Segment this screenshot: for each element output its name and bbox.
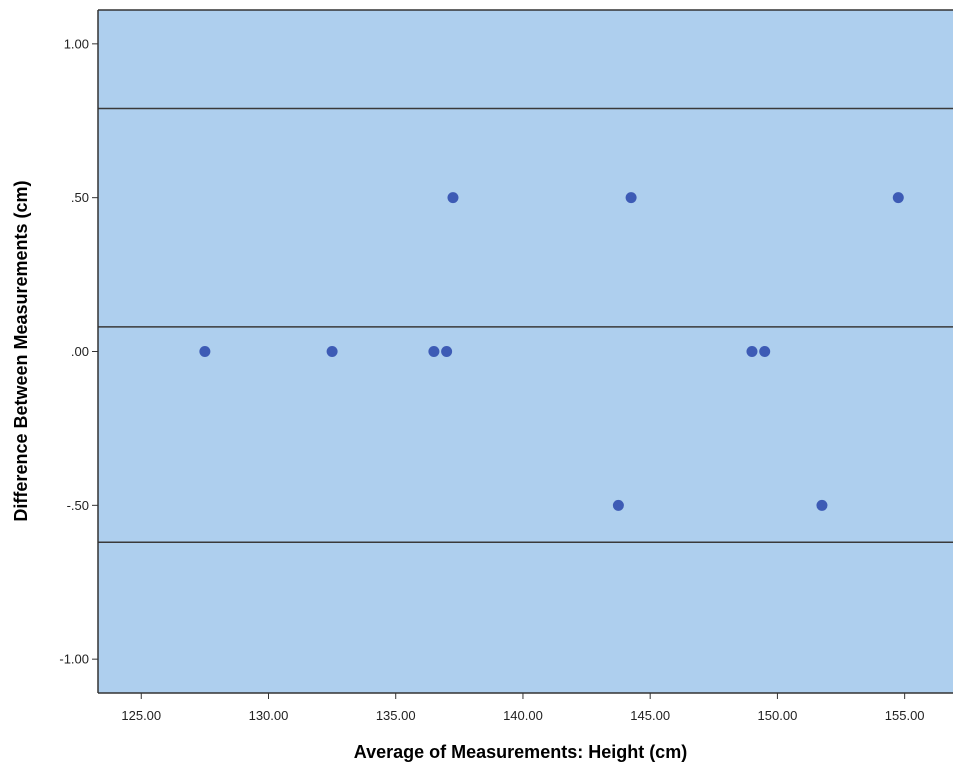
y-tick-label: .00 xyxy=(71,344,89,359)
x-tick-label: 135.00 xyxy=(376,708,416,723)
x-tick-label: 130.00 xyxy=(249,708,289,723)
data-point-9 xyxy=(816,499,828,511)
data-point-4 xyxy=(447,192,459,204)
x-tick-label: 125.00 xyxy=(121,708,161,723)
y-tick-label: -.50 xyxy=(67,498,89,513)
y-tick-label: -1.00 xyxy=(59,652,89,667)
x-tick-label: 145.00 xyxy=(630,708,670,723)
data-point-3 xyxy=(441,346,453,357)
x-axis-title: Average of Measurements: Height (cm) xyxy=(354,742,687,762)
data-point-5 xyxy=(612,499,624,511)
y-tick-label: .50 xyxy=(71,190,89,205)
x-tick-label: 155.00 xyxy=(885,708,925,723)
data-point-7 xyxy=(746,346,758,357)
plot-area xyxy=(98,10,953,693)
data-point-1 xyxy=(326,346,338,357)
x-tick-label: 140.00 xyxy=(503,708,543,723)
x-axis-ticks: 125.00 130.00 135.00 140.00 145.00 150.00 155.… xyxy=(121,693,925,723)
x-tick-label: 150.00 xyxy=(758,708,798,723)
data-point-6 xyxy=(625,192,637,204)
data-point-0 xyxy=(199,346,211,357)
y-tick-label: 1.00 xyxy=(64,36,89,51)
data-points xyxy=(199,192,904,511)
y-axis-ticks: 1.00 .50 .00 -.50 -1.00 xyxy=(59,36,98,667)
data-point-2 xyxy=(428,346,440,357)
data-point-8 xyxy=(759,346,771,357)
y-axis-title: Difference Between Measurements (cm) xyxy=(11,180,31,521)
reference-lines xyxy=(98,107,953,543)
data-point-10 xyxy=(892,192,904,204)
